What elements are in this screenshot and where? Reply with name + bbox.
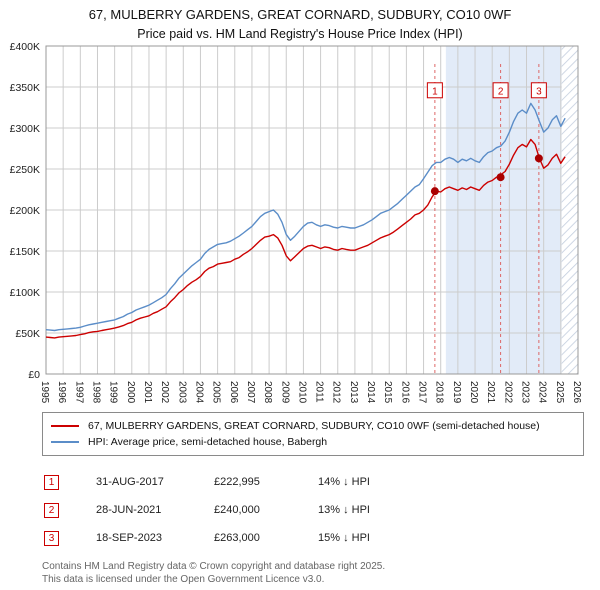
svg-text:2006: 2006 [228, 381, 239, 404]
sale-row: 1 31-AUG-2017 £222,995 14% ↓ HPI [44, 468, 600, 496]
svg-text:2008: 2008 [262, 381, 273, 404]
svg-text:2013: 2013 [348, 381, 359, 404]
svg-text:2007: 2007 [245, 381, 256, 404]
sale-number-badge: 2 [44, 502, 59, 518]
red-line-swatch [51, 425, 79, 427]
svg-text:2016: 2016 [399, 381, 410, 404]
sale-date: 18-SEP-2023 [96, 532, 163, 544]
chart-title: 67, MULBERRY GARDENS, GREAT CORNARD, SUD… [88, 7, 512, 22]
svg-text:1: 1 [432, 86, 438, 97]
svg-text:3: 3 [536, 86, 542, 97]
sale-vs-hpi: 15% ↓ HPI [318, 532, 370, 544]
footer-line2: This data is licensed under the Open Gov… [42, 574, 325, 585]
svg-text:2017: 2017 [417, 381, 428, 404]
svg-text:2015: 2015 [382, 381, 393, 404]
footer-line1: Contains HM Land Registry data © Crown c… [42, 561, 386, 572]
sale-row: 3 18-SEP-2023 £263,000 15% ↓ HPI [44, 524, 600, 552]
svg-text:2023: 2023 [520, 381, 531, 404]
legend-label-hpi: HPI: Average price, semi-detached house,… [88, 436, 328, 448]
svg-text:£300K: £300K [10, 123, 40, 135]
svg-text:2001: 2001 [142, 381, 153, 404]
sale-price: £240,000 [214, 504, 260, 516]
plot-area: 1 2 3 £0 £50K £100K £150K £200K £250K £300K £350K £… [10, 42, 582, 404]
svg-text:2002: 2002 [159, 381, 170, 404]
price-history-chart: 1 2 3 £0 £50K £100K £150K £200K £250K £300K £350K £… [10, 42, 582, 404]
sale-vs-hpi: 13% ↓ HPI [318, 504, 370, 516]
svg-text:2012: 2012 [331, 381, 342, 404]
svg-text:2020: 2020 [468, 381, 479, 404]
svg-text:£100K: £100K [10, 287, 40, 299]
svg-text:2019: 2019 [451, 381, 462, 404]
svg-text:2005: 2005 [211, 381, 222, 404]
svg-text:1998: 1998 [90, 381, 101, 404]
license-footer: Contains HM Land Registry data © Crown c… [42, 560, 600, 586]
chart-title-block: 67, MULBERRY GARDENS, GREAT CORNARD, SUD… [0, 0, 600, 42]
svg-text:1996: 1996 [56, 381, 67, 404]
sale-price: £263,000 [214, 532, 260, 544]
svg-text:2026: 2026 [571, 381, 582, 404]
svg-text:£250K: £250K [10, 164, 40, 176]
legend-item-hpi: HPI: Average price, semi-detached house,… [51, 434, 575, 450]
svg-text:2024: 2024 [537, 381, 548, 404]
sale-number-badge: 1 [44, 474, 59, 490]
svg-text:2010: 2010 [296, 381, 307, 404]
svg-text:2014: 2014 [365, 381, 376, 404]
svg-text:2021: 2021 [485, 381, 496, 404]
sale-vs-hpi: 14% ↓ HPI [318, 476, 370, 488]
legend-item-property: 67, MULBERRY GARDENS, GREAT CORNARD, SUD… [51, 418, 575, 434]
svg-text:1999: 1999 [108, 381, 119, 404]
blue-line-swatch [51, 441, 79, 443]
svg-text:2003: 2003 [176, 381, 187, 404]
svg-text:£400K: £400K [10, 42, 40, 53]
sale-price: £222,995 [214, 476, 260, 488]
svg-text:£50K: £50K [15, 328, 40, 340]
sale-row: 2 28-JUN-2021 £240,000 13% ↓ HPI [44, 496, 600, 524]
sales-table: 1 31-AUG-2017 £222,995 14% ↓ HPI 2 28-JUN-202… [44, 468, 600, 552]
svg-text:2000: 2000 [125, 381, 136, 404]
svg-text:2: 2 [498, 86, 504, 97]
svg-text:2011: 2011 [314, 381, 325, 403]
svg-text:1997: 1997 [73, 381, 84, 404]
svg-text:2004: 2004 [193, 381, 204, 404]
svg-text:£150K: £150K [10, 246, 40, 258]
chart-legend: 67, MULBERRY GARDENS, GREAT CORNARD, SUD… [42, 412, 584, 456]
sale-date: 28-JUN-2021 [96, 504, 162, 516]
sale-number-badge: 3 [44, 530, 59, 546]
svg-text:£200K: £200K [10, 205, 40, 217]
svg-text:2022: 2022 [502, 381, 513, 404]
legend-label-property: 67, MULBERRY GARDENS, GREAT CORNARD, SUD… [88, 420, 540, 432]
svg-text:2009: 2009 [279, 381, 290, 404]
chart-subtitle: Price paid vs. HM Land Registry's House … [137, 27, 463, 41]
svg-text:£350K: £350K [10, 82, 40, 94]
svg-text:£0: £0 [28, 369, 40, 381]
sale-date: 31-AUG-2017 [96, 476, 164, 488]
svg-text:2025: 2025 [554, 381, 565, 404]
svg-text:1995: 1995 [39, 381, 50, 404]
svg-text:2018: 2018 [434, 381, 445, 404]
